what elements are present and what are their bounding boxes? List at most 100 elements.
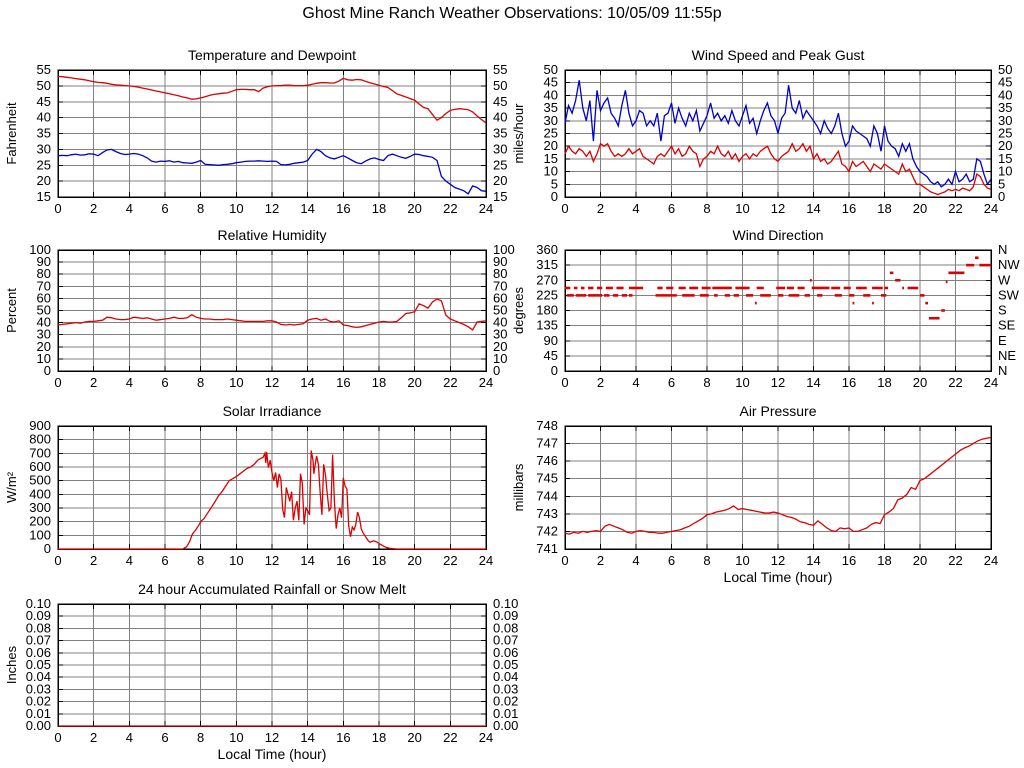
- svg-text:0: 0: [54, 553, 61, 568]
- svg-text:16: 16: [842, 553, 856, 568]
- svg-text:N: N: [998, 363, 1007, 378]
- svg-text:0.01: 0.01: [493, 706, 518, 721]
- svg-text:2: 2: [90, 730, 97, 745]
- svg-text:E: E: [998, 333, 1007, 348]
- svg-text:12: 12: [265, 201, 279, 216]
- svg-text:0.01: 0.01: [26, 706, 51, 721]
- svg-text:6: 6: [161, 730, 168, 745]
- svg-text:20: 20: [493, 173, 507, 188]
- svg-text:25: 25: [37, 157, 51, 172]
- svg-text:0: 0: [561, 201, 568, 216]
- svg-text:745: 745: [536, 471, 558, 486]
- svg-text:0.02: 0.02: [26, 694, 51, 709]
- page-title: Ghost Mine Ranch Weather Observations: 1…: [302, 5, 722, 22]
- svg-text:30: 30: [37, 141, 51, 156]
- svg-text:748: 748: [536, 418, 558, 433]
- svg-text:0.08: 0.08: [26, 620, 51, 635]
- svg-text:18: 18: [877, 201, 891, 216]
- svg-text:24: 24: [479, 553, 493, 568]
- svg-text:15: 15: [998, 151, 1012, 166]
- svg-text:55: 55: [37, 62, 51, 77]
- svg-text:8: 8: [197, 730, 204, 745]
- svg-text:20: 20: [407, 375, 421, 390]
- y-axis-label: Percent: [4, 288, 19, 333]
- svg-text:50: 50: [493, 78, 507, 93]
- svg-text:45: 45: [998, 75, 1012, 90]
- svg-text:90: 90: [37, 254, 51, 269]
- svg-text:12: 12: [265, 553, 279, 568]
- plot-frame: [564, 249, 992, 372]
- svg-text:45: 45: [544, 348, 558, 363]
- svg-text:40: 40: [493, 315, 507, 330]
- chart-title: Relative Humidity: [218, 227, 327, 243]
- svg-text:35: 35: [37, 126, 51, 141]
- svg-text:0: 0: [998, 189, 1005, 204]
- svg-text:0.03: 0.03: [493, 681, 518, 696]
- svg-text:15: 15: [544, 151, 558, 166]
- grid: [58, 70, 486, 197]
- svg-text:8: 8: [703, 375, 710, 390]
- y-axis-label: Fahrenheit: [4, 102, 19, 165]
- svg-text:12: 12: [771, 201, 785, 216]
- svg-text:300: 300: [29, 500, 51, 515]
- svg-text:20: 20: [37, 339, 51, 354]
- svg-text:0: 0: [44, 363, 51, 378]
- svg-text:45: 45: [544, 75, 558, 90]
- svg-text:40: 40: [493, 110, 507, 125]
- svg-text:0.02: 0.02: [493, 694, 518, 709]
- svg-text:2: 2: [90, 553, 97, 568]
- svg-text:14: 14: [806, 553, 820, 568]
- svg-text:14: 14: [300, 201, 314, 216]
- svg-text:0.03: 0.03: [26, 681, 51, 696]
- dewpoint-line: [57, 148, 487, 195]
- grid: [58, 426, 486, 549]
- chart-title: Air Pressure: [739, 403, 816, 419]
- svg-text:22: 22: [948, 201, 962, 216]
- svg-text:0.09: 0.09: [26, 608, 51, 623]
- svg-text:6: 6: [161, 201, 168, 216]
- svg-text:746: 746: [536, 453, 558, 468]
- svg-text:NW: NW: [998, 257, 1020, 272]
- svg-text:270: 270: [536, 272, 558, 287]
- svg-text:SE: SE: [998, 318, 1016, 333]
- grid: [58, 250, 486, 371]
- svg-text:18: 18: [372, 375, 386, 390]
- svg-text:18: 18: [372, 730, 386, 745]
- chart-title: Solar Irradiance: [223, 403, 322, 419]
- svg-text:12: 12: [265, 730, 279, 745]
- svg-text:20: 20: [407, 553, 421, 568]
- svg-text:6: 6: [668, 375, 675, 390]
- svg-text:16: 16: [336, 553, 350, 568]
- svg-text:10: 10: [229, 730, 243, 745]
- svg-text:8: 8: [197, 553, 204, 568]
- svg-text:10: 10: [493, 351, 507, 366]
- svg-text:70: 70: [37, 278, 51, 293]
- svg-text:10: 10: [544, 164, 558, 179]
- svg-text:45: 45: [493, 94, 507, 109]
- svg-text:15: 15: [37, 189, 51, 204]
- svg-text:30: 30: [493, 327, 507, 342]
- svg-text:60: 60: [37, 290, 51, 305]
- svg-text:2: 2: [90, 201, 97, 216]
- svg-text:360: 360: [536, 242, 558, 257]
- svg-text:400: 400: [29, 486, 51, 501]
- svg-text:12: 12: [265, 375, 279, 390]
- svg-text:80: 80: [493, 266, 507, 281]
- svg-text:4: 4: [126, 730, 133, 745]
- svg-text:0.10: 0.10: [493, 596, 518, 611]
- svg-text:35: 35: [493, 126, 507, 141]
- chart-title: Temperature and Dewpoint: [188, 47, 356, 63]
- svg-text:100: 100: [29, 527, 51, 542]
- svg-text:742: 742: [536, 523, 558, 538]
- svg-text:2: 2: [597, 375, 604, 390]
- svg-text:30: 30: [998, 113, 1012, 128]
- svg-text:25: 25: [544, 126, 558, 141]
- svg-text:22: 22: [443, 730, 457, 745]
- svg-text:20: 20: [998, 138, 1012, 153]
- svg-text:40: 40: [37, 315, 51, 330]
- svg-text:16: 16: [336, 730, 350, 745]
- svg-text:22: 22: [443, 553, 457, 568]
- svg-text:24: 24: [479, 730, 493, 745]
